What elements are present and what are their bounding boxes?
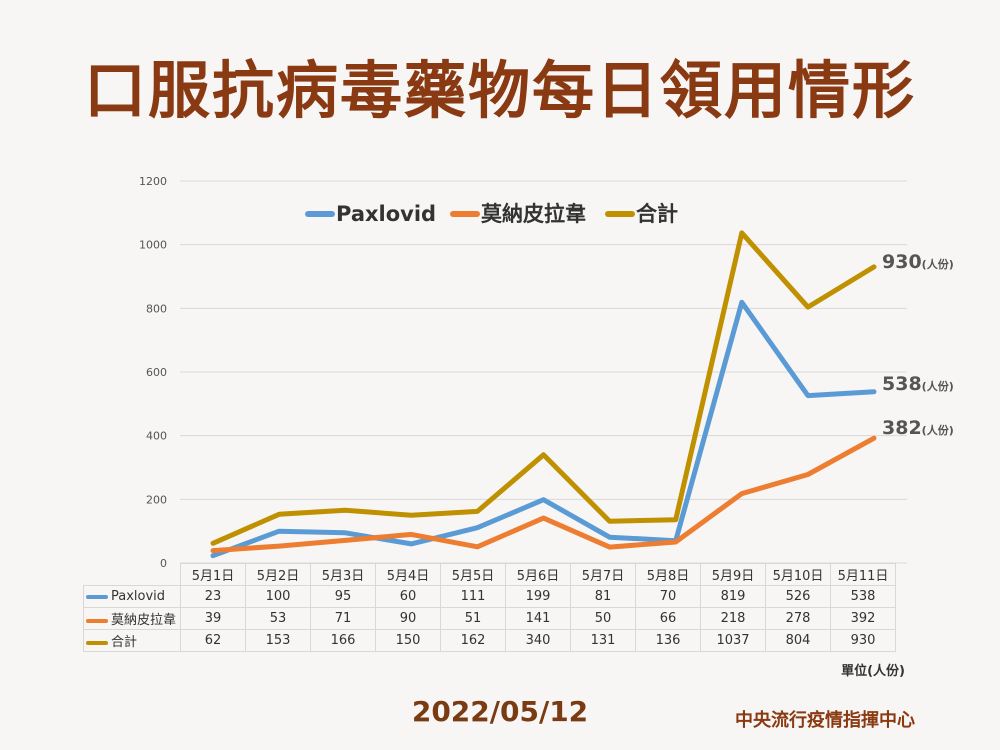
table-row-label: 合計	[83, 629, 181, 652]
row-swatch	[86, 594, 108, 599]
table-cell: 804	[765, 629, 831, 652]
table-cell: 95	[310, 585, 376, 608]
table-header-cell: 5月11日	[830, 563, 896, 586]
report-date: 2022/05/12	[411, 695, 589, 728]
end-label-2: 930(人份)	[882, 251, 954, 273]
table-cell: 538	[830, 585, 896, 608]
table-header-cell: 5月5日	[440, 563, 506, 586]
y-tick-label: 600	[146, 366, 167, 379]
table-header-cell: 5月6日	[505, 563, 571, 586]
row-label-text: 合計	[111, 635, 138, 650]
table-cell: 278	[765, 607, 831, 630]
unit-note: 單位(人份)	[841, 664, 905, 679]
table-cell: 141	[505, 607, 571, 630]
table-cell: 1037	[700, 629, 766, 652]
table-cell: 199	[505, 585, 571, 608]
series-line-0	[210, 299, 877, 559]
table-header-cell: 5月8日	[635, 563, 701, 586]
table-cell: 930	[830, 629, 896, 652]
table-cell: 136	[635, 629, 701, 652]
end-label-unit: (人份)	[922, 423, 954, 437]
table-cell: 50	[570, 607, 636, 630]
table-cell: 150	[375, 629, 441, 652]
table-header-cell: 5月10日	[765, 563, 831, 586]
table-row-label: Paxlovid	[83, 585, 181, 608]
end-label-unit: (人份)	[922, 379, 954, 393]
table-cell: 100	[245, 585, 311, 608]
table-cell: 526	[765, 585, 831, 608]
table-cell: 90	[375, 607, 441, 630]
table-row-label: 莫納皮拉韋	[83, 607, 181, 630]
table-cell: 81	[570, 585, 636, 608]
row-label-text: Paxlovid	[111, 589, 166, 604]
legend-label-2: 合計	[636, 202, 678, 226]
table-row: 合計 62 153 166 150 162 340 131 136 1037 804 930	[83, 629, 896, 652]
row-swatch	[86, 618, 108, 623]
row-label-text: 莫納皮拉韋	[111, 613, 177, 628]
table-cell: 62	[180, 629, 246, 652]
series-line-2	[210, 230, 877, 546]
y-tick-label: 1200	[139, 175, 167, 188]
table-header-cell: 5月4日	[375, 563, 441, 586]
table-cell: 53	[245, 607, 311, 630]
table-cell: 66	[635, 607, 701, 630]
y-tick-label: 1000	[139, 239, 167, 252]
end-label-0: 538(人份)	[882, 373, 954, 395]
row-swatch	[86, 640, 108, 645]
legend-label-1: 莫納皮拉韋	[480, 202, 586, 226]
legend: Paxlovid 莫納皮拉韋 合計	[305, 202, 678, 226]
table-header-cell: 5月1日	[180, 563, 246, 586]
end-label-unit: (人份)	[922, 257, 954, 271]
table-header-cell: 5月7日	[570, 563, 636, 586]
table-cell: 819	[700, 585, 766, 608]
table-row: 莫納皮拉韋 39 53 71 90 51 141 50 66 218 278 392	[83, 607, 896, 630]
table-corner	[83, 563, 181, 586]
table-cell: 392	[830, 607, 896, 630]
table-cell: 111	[440, 585, 506, 608]
page-title: 口服抗病毒藥物每日領用情形	[83, 54, 916, 127]
table-cell: 131	[570, 629, 636, 652]
legend-label-0: Paxlovid	[336, 202, 436, 226]
y-tick-label: 200	[146, 493, 167, 506]
table-header-cell: 5月9日	[700, 563, 766, 586]
end-labels: 538(人份) 382(人份) 930(人份)	[882, 251, 954, 439]
table-cell: 166	[310, 629, 376, 652]
y-tick-label: 800	[146, 302, 167, 315]
y-tick-label: 400	[146, 430, 167, 443]
table-cell: 70	[635, 585, 701, 608]
table-cell: 340	[505, 629, 571, 652]
data-table: 5月1日 5月2日 5月3日 5月4日 5月5日 5月6日 5月7日 5月8日 5月9日 5月10…	[83, 563, 896, 652]
table-cell: 23	[180, 585, 246, 608]
table-cell: 51	[440, 607, 506, 630]
table-cell: 153	[245, 629, 311, 652]
series-lines	[210, 230, 877, 559]
table-row: Paxlovid 23 100 95 60 111 199 81 70 819 526 538	[83, 585, 896, 608]
grid-lines	[180, 180, 907, 564]
table-cell: 71	[310, 607, 376, 630]
source-org: 中央流行疫情指揮中心	[735, 710, 915, 731]
table-header-cell: 5月3日	[310, 563, 376, 586]
end-label-1: 382(人份)	[882, 417, 954, 439]
table-cell: 162	[440, 629, 506, 652]
table-header-cell: 5月2日	[245, 563, 311, 586]
table-cell: 218	[700, 607, 766, 630]
series-line-1	[210, 435, 877, 554]
table-cell: 60	[375, 585, 441, 608]
table-cell: 39	[180, 607, 246, 630]
